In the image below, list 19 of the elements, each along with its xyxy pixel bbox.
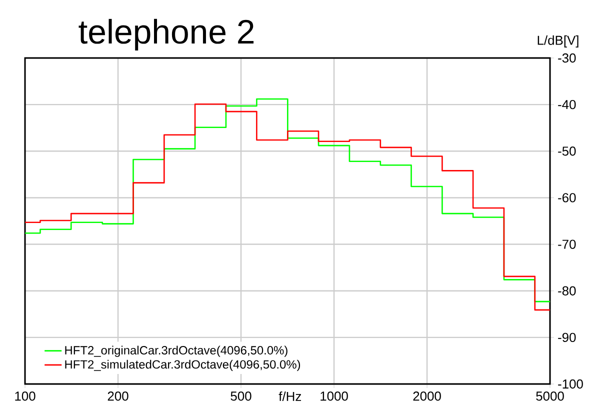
y-tick-label: -80 (558, 286, 576, 296)
y-tick-label: -30 (558, 53, 576, 63)
x-tick-label: 2000 (413, 392, 441, 401)
x-tick-label: 500 (230, 392, 252, 401)
legend-label: HFT2_originalCar.3rdOctave(4096,50.0%) (65, 346, 288, 357)
chart-title: telephone 2 (78, 18, 254, 51)
y-axis-title: L/dB[V] (538, 35, 578, 48)
legend-label: HFT2_simulatedCar.3rdOctave(4096,50.0%) (65, 360, 300, 372)
x-axis-title: f/Hz (278, 392, 302, 402)
y-tick-label: -70 (558, 240, 576, 249)
y-tick-label: -60 (558, 193, 576, 202)
x-tick-label: 1000 (320, 392, 348, 401)
y-tick-label: -100 (558, 379, 583, 389)
y-tick-label: -40 (558, 100, 576, 110)
x-tick-label: 100 (15, 392, 36, 401)
y-tick-label: -50 (558, 146, 576, 156)
x-tick-label: 5000 (536, 392, 564, 401)
x-tick-label: 200 (108, 392, 128, 401)
y-tick-label: -90 (558, 332, 576, 342)
